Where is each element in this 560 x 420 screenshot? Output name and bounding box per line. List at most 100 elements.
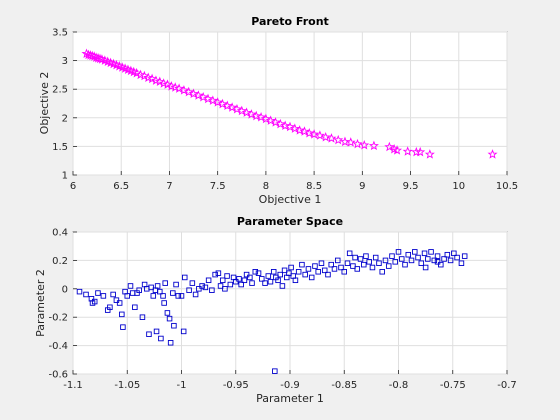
pareto-front-x-tick-label: 8 [263,181,269,192]
parameter-space-data-point [318,260,325,266]
parameter-space-x-tick-label: -0.95 [223,380,249,391]
parameter-space-data-point [124,293,130,299]
parameter-space-x-tick-label: -1.1 [63,380,83,391]
parameter-space-data-point [236,276,242,282]
pareto-front-y-label: Objective 2 [38,72,51,135]
parameter-space-data-point [222,286,228,292]
pareto-front-axes: 6 6.5 7 7.5 8 8.5 9 9.5 10 10.5 1 1.5 2 2.5 3 3.5 Pare… [38,15,518,206]
parameter-space-data-point [136,287,142,293]
parameter-space-data-point [328,261,334,268]
pareto-front-data-point [275,118,286,129]
pareto-front-data-point [183,86,194,97]
parameter-space-data-point [241,277,248,284]
parameter-space-data-point [295,269,302,275]
pareto-front-data-point [294,125,305,135]
parameter-space-data-point [292,277,299,284]
pareto-front-data-point [117,62,128,72]
parameter-space-data-point [180,328,187,335]
parameter-space-data-point [212,271,218,278]
parameter-space-data-point [192,291,199,298]
parameter-space-data-point [277,271,283,278]
pareto-front-data-point [114,61,125,71]
pareto-front-data-point [415,146,426,157]
parameter-space-data-point [279,283,286,289]
pareto-front-data-point [299,126,310,136]
pareto-front-data-point [139,70,150,81]
parameter-space-data-point [421,250,428,257]
parameter-space-data-point [272,368,278,374]
pareto-front-y-tick-label: 3 [62,56,68,67]
pareto-front-x-tick-label: 9.5 [403,181,419,192]
pareto-front-data-point [260,113,271,124]
pareto-front-data-point [384,141,395,152]
parameter-space-data-point [110,291,116,298]
parameter-space-data-point [428,249,434,255]
parameter-space-data-point [434,253,441,259]
pareto-front-data-point [162,79,173,89]
parameter-space-data-point [161,300,167,306]
parameter-space-data-point [255,270,262,276]
parameter-space-data-point [167,340,174,346]
parameter-space-data-point [215,270,222,276]
pareto-front-data-point [309,129,320,139]
pareto-front-data-point [326,133,337,143]
parameter-space-title: Parameter Space [237,215,343,228]
parameter-space-y-tick-label: 0.4 [52,228,68,239]
pareto-front-data-point [111,59,122,70]
parameter-space-x-tick-label: -0.9 [280,380,300,391]
pareto-front-data-point [345,137,356,147]
parameter-space-data-point [120,324,126,330]
parameter-space-data-point [209,287,215,293]
pareto-front-data-point [125,65,136,76]
parameter-space-x-tick-label: -1.05 [114,380,140,391]
parameter-space-data-point [252,269,259,275]
pareto-front-x-ticks: 6 6.5 7 7.5 8 8.5 9 9.5 10 10.5 [70,171,518,192]
pareto-front-data-point [246,109,257,119]
parameter-space-data-point [299,261,305,268]
parameter-space-data-point [441,256,447,262]
parameter-space-data-point [175,293,181,299]
pareto-front-data-point [217,98,228,109]
parameter-space-y-tick-label: 0.2 [52,256,68,267]
pareto-front-data-point [424,149,435,159]
pareto-front-x-tick-label: 10.5 [496,181,518,192]
parameter-space-data-point [431,257,438,264]
parameter-space-data-point [199,283,205,289]
pareto-front-data-point [256,111,267,122]
parameter-space-data-point [158,335,164,342]
parameter-space-data-point [418,260,425,266]
parameter-space-data-point [91,298,98,305]
parameter-space-data-point [412,249,418,255]
pareto-front-data-point [265,115,276,125]
pareto-front-data-point [270,117,281,127]
parameter-space-data-point [217,283,224,289]
pareto-front-data-point [122,64,133,75]
parameter-space-data-point [350,263,356,269]
parameter-space-data-point [189,280,196,286]
pareto-front-y-tick-label: 2 [62,113,68,124]
pareto-front-data-point [359,139,370,150]
parameter-space-data-point [366,259,372,265]
pareto-front-grid [72,31,508,176]
pareto-front-x-tick-label: 8.5 [306,181,322,192]
pareto-front-data-point [174,83,185,93]
parameter-space-x-tick-label: -1 [177,380,187,391]
parameter-space-data-point [232,278,239,285]
parameter-space-data-point [422,264,429,271]
pareto-front-y-ticks: 1 1.5 2 2.5 3 3.5 [52,28,77,182]
pareto-front-y-tick-label: 1.5 [52,142,68,153]
parameter-space-data-point [369,264,376,271]
pareto-front-data-point [207,95,218,105]
pareto-front-x-tick-label: 6 [70,181,76,192]
parameter-space-x-ticks: -1.1 -1.05 -1 -0.95 -0.9 -0.85 -0.8 -0.75 -0.7 [63,370,517,391]
parameter-space-data-point [363,253,369,259]
pareto-front-data-point [304,127,315,138]
parameter-space-data-point [402,261,408,268]
parameter-space-data-point [334,257,341,264]
pareto-front-data-point [231,103,242,114]
parameter-space-y-label: Parameter 2 [34,269,47,337]
parameter-space-y-tick-label: -0.4 [48,341,68,352]
parameter-space-x-tick-label: -0.85 [331,380,357,391]
parameter-space-data-point [458,260,465,266]
parameter-space-data-point [219,277,226,284]
